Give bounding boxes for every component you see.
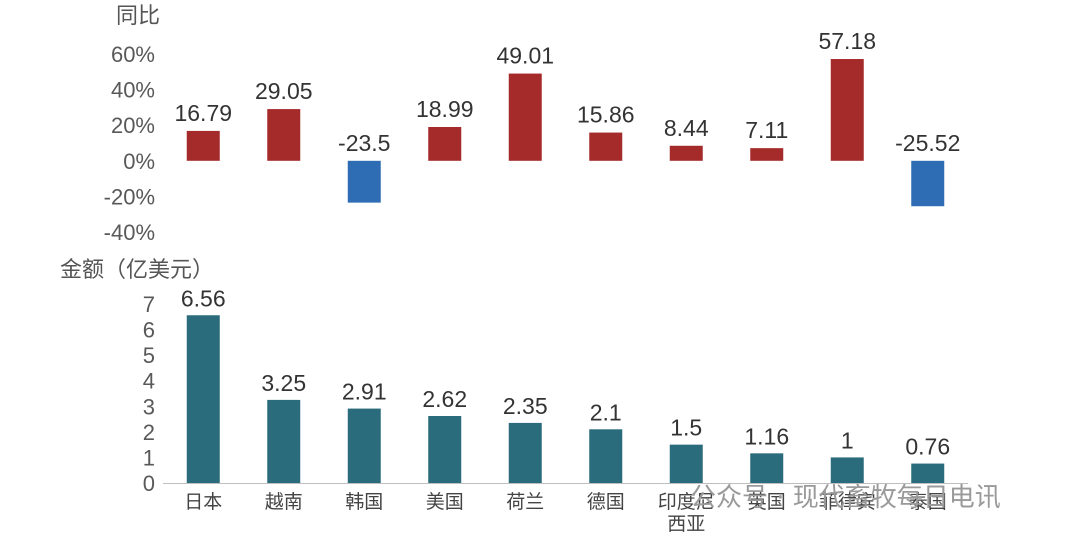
amount-bar — [347, 408, 381, 483]
amount-value-label: 1.16 — [744, 423, 789, 449]
yoy-value-label: 18.99 — [416, 96, 474, 122]
amount-bar — [750, 453, 784, 483]
category-label: 美国 — [426, 491, 464, 513]
category-label: 印度尼 — [658, 491, 715, 513]
yoy-bar — [347, 160, 381, 203]
yoy-panel: 同比 60% 40% 20% 0% -20% -40% 16.79 29.05 -23.5 18.9… — [104, 4, 961, 245]
yoy-value-label: 16.79 — [174, 100, 232, 126]
category-label: 英国 — [748, 491, 786, 513]
yoy-bar — [428, 126, 462, 161]
yoy-tick-label: -40% — [104, 220, 155, 245]
amount-value-label: 2.91 — [342, 379, 387, 405]
yoy-tick-label: 40% — [111, 78, 155, 103]
amount-bar — [830, 457, 864, 483]
amount-tick-label: 7 — [143, 292, 155, 317]
yoy-value-label: 8.44 — [664, 115, 709, 141]
amount-value-label: 1 — [841, 427, 854, 453]
category-label: 德国 — [587, 491, 625, 513]
amount-value-label: 3.25 — [261, 370, 306, 396]
amount-bar — [589, 429, 623, 483]
amount-tick-label: 0 — [143, 471, 155, 496]
yoy-bar — [186, 130, 220, 161]
amount-tick-label: 4 — [143, 369, 155, 394]
category-label: 韩国 — [345, 491, 383, 513]
category-label: 日本 — [184, 491, 222, 513]
amount-tick-label: 6 — [143, 318, 155, 343]
amount-tick-label: 1 — [143, 445, 155, 470]
watermark-text: 公众号 · 现代畜牧每日电讯 — [690, 483, 1001, 513]
yoy-tick-label: 60% — [111, 42, 155, 67]
category-label: 越南 — [265, 491, 303, 513]
yoy-value-label: 57.18 — [818, 28, 876, 54]
yoy-bar — [830, 59, 864, 161]
amount-value-label: 2.1 — [590, 399, 622, 425]
yoy-bar — [669, 145, 703, 161]
amount-bar — [508, 422, 542, 483]
yoy-value-label: 49.01 — [496, 43, 554, 69]
yoy-bar — [911, 160, 945, 207]
amount-value-label: 6.56 — [181, 285, 226, 311]
category-label: 西亚 — [667, 513, 705, 535]
amount-value-label: 0.76 — [905, 434, 950, 460]
yoy-tick-label: 20% — [111, 113, 155, 138]
amount-value-label: 2.62 — [422, 386, 467, 412]
amount-bar — [428, 416, 462, 483]
amount-axis-title: 金额（亿美元） — [60, 258, 214, 283]
yoy-value-label: -25.52 — [895, 130, 960, 156]
yoy-bar — [508, 73, 542, 161]
yoy-tick-label: -20% — [104, 184, 155, 209]
yoy-bar — [267, 109, 301, 161]
yoy-bar — [750, 148, 784, 161]
amount-panel: 金额（亿美元）765432106.56日本3.25越南2.91韩国2.62美国2… — [60, 258, 968, 535]
amount-bar — [669, 444, 703, 483]
amount-value-label: 2.35 — [503, 393, 548, 419]
amount-bar — [186, 315, 220, 483]
amount-bar — [911, 463, 945, 483]
yoy-axis-title: 同比 — [116, 4, 160, 29]
amount-tick-label: 3 — [143, 394, 155, 419]
yoy-value-label: 15.86 — [577, 102, 635, 128]
yoy-bar — [589, 132, 623, 161]
category-label: 泰国 — [909, 491, 947, 513]
amount-tick-label: 2 — [143, 420, 155, 445]
yoy-value-label: 29.05 — [255, 78, 313, 104]
yoy-tick-label: 0% — [123, 149, 155, 174]
amount-bar — [267, 399, 301, 483]
amount-tick-label: 5 — [143, 343, 155, 368]
yoy-value-label: 7.11 — [745, 117, 788, 143]
yoy-value-label: -23.5 — [338, 130, 390, 156]
amount-value-label: 1.5 — [670, 415, 702, 441]
category-label: 荷兰 — [506, 491, 544, 513]
category-label: 菲律宾 — [819, 491, 876, 513]
